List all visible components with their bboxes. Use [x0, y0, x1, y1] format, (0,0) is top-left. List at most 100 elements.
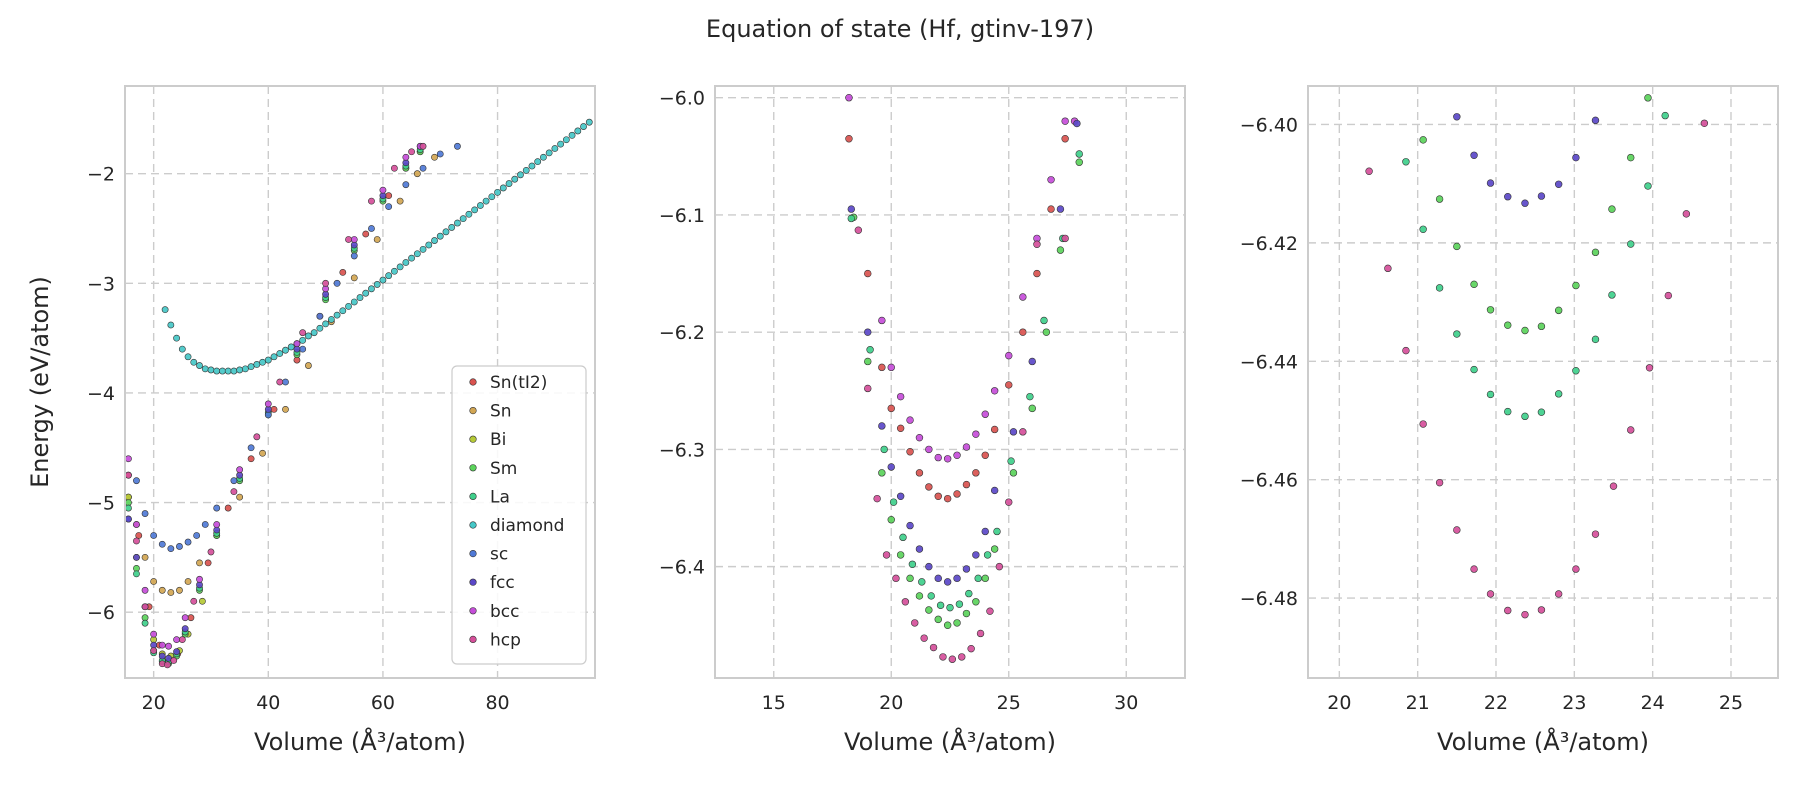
data-point: [1419, 420, 1427, 428]
legend: Sn(tI2) Sn Bi Sm La diamond sc fcc bcc hcp: [451, 365, 587, 665]
data-point: [282, 346, 289, 354]
data-point: [1504, 407, 1512, 416]
data-point: [1453, 526, 1461, 534]
data-point: [385, 192, 393, 200]
legend-label: Sm: [490, 459, 517, 479]
data-point: [270, 406, 278, 413]
data-point: [230, 488, 238, 496]
data-point: [425, 241, 433, 249]
legend-marker: [469, 378, 477, 386]
y-tick-label: −6.3: [659, 439, 705, 461]
data-point: [1419, 136, 1427, 144]
data-point: [259, 449, 266, 457]
data-point: [1005, 381, 1013, 389]
data-point: [1644, 94, 1652, 102]
data-point: [224, 367, 232, 375]
data-point: [385, 203, 393, 210]
data-point: [1608, 291, 1616, 299]
data-point: [327, 316, 335, 323]
data-point: [854, 226, 863, 234]
data-point: [915, 469, 924, 477]
data-point: [201, 365, 209, 373]
legend-item: fcc: [469, 573, 515, 593]
data-point: [1019, 328, 1027, 336]
data-point: [1521, 610, 1529, 619]
legend-item: sc: [469, 545, 508, 565]
data-point: [896, 492, 905, 500]
x-axis-label: Volume (Å³/atom): [254, 727, 466, 756]
data-point: [170, 657, 178, 664]
data-point: [413, 250, 421, 258]
data-point: [345, 302, 352, 310]
data-point: [887, 463, 895, 471]
data-point: [1005, 351, 1013, 360]
series-fcc: [1453, 113, 1600, 207]
data-point: [164, 661, 171, 669]
data-point: [270, 353, 278, 361]
data-point: [161, 306, 169, 314]
data-point: [419, 164, 427, 172]
legend-item: diamond: [469, 516, 564, 536]
data-point: [943, 578, 952, 586]
data-point: [918, 578, 926, 586]
data-point: [181, 625, 189, 633]
data-point: [396, 197, 404, 205]
data-point: [953, 574, 961, 583]
data-point: [962, 565, 971, 573]
data-point: [920, 634, 928, 642]
data-point: [568, 131, 576, 139]
data-point: [946, 603, 954, 612]
data-point: [454, 142, 461, 150]
legend-marker: [469, 635, 477, 644]
data-point: [1009, 469, 1018, 477]
legend-item: La: [469, 487, 510, 507]
data-point: [201, 521, 209, 528]
data-point: [282, 406, 289, 413]
data-point: [150, 578, 158, 585]
data-point: [534, 158, 542, 166]
data-point: [927, 592, 935, 600]
data-point: [1521, 412, 1529, 421]
data-point: [1040, 316, 1048, 325]
data-point: [953, 451, 961, 459]
data-point: [908, 560, 917, 568]
data-point: [1521, 199, 1529, 207]
legend-box: [451, 365, 587, 665]
data-point: [190, 597, 198, 605]
data-point: [1365, 167, 1373, 175]
data-point: [482, 197, 490, 205]
data-point: [873, 494, 881, 503]
data-point: [247, 363, 255, 371]
series-sn-ti2-: [125, 148, 424, 665]
data-point: [906, 574, 914, 583]
data-point: [925, 483, 933, 491]
data-point: [253, 433, 261, 441]
data-point: [948, 655, 957, 663]
data-point: [396, 263, 404, 271]
data-point: [305, 362, 312, 369]
data-point: [1572, 153, 1580, 162]
data-point: [1402, 346, 1410, 355]
data-point: [540, 153, 547, 161]
y-tick-label: −4: [87, 383, 115, 405]
data-point: [379, 276, 387, 284]
data-point: [972, 430, 980, 438]
data-point: [390, 267, 398, 275]
data-point: [1075, 158, 1083, 166]
data-point: [236, 366, 244, 374]
data-point: [505, 180, 513, 187]
data-point: [528, 162, 536, 170]
series-la: [125, 146, 424, 665]
data-point: [322, 279, 330, 287]
data-point: [1591, 248, 1600, 257]
x-tick-label: 60: [371, 692, 395, 714]
data-point: [125, 515, 132, 523]
data-point: [892, 574, 900, 583]
data-point: [878, 422, 886, 430]
data-point: [196, 362, 203, 369]
data-point: [1061, 135, 1069, 143]
data-point: [213, 367, 221, 375]
legend-label: La: [490, 487, 510, 507]
data-point: [847, 214, 855, 223]
data-point: [511, 175, 519, 183]
